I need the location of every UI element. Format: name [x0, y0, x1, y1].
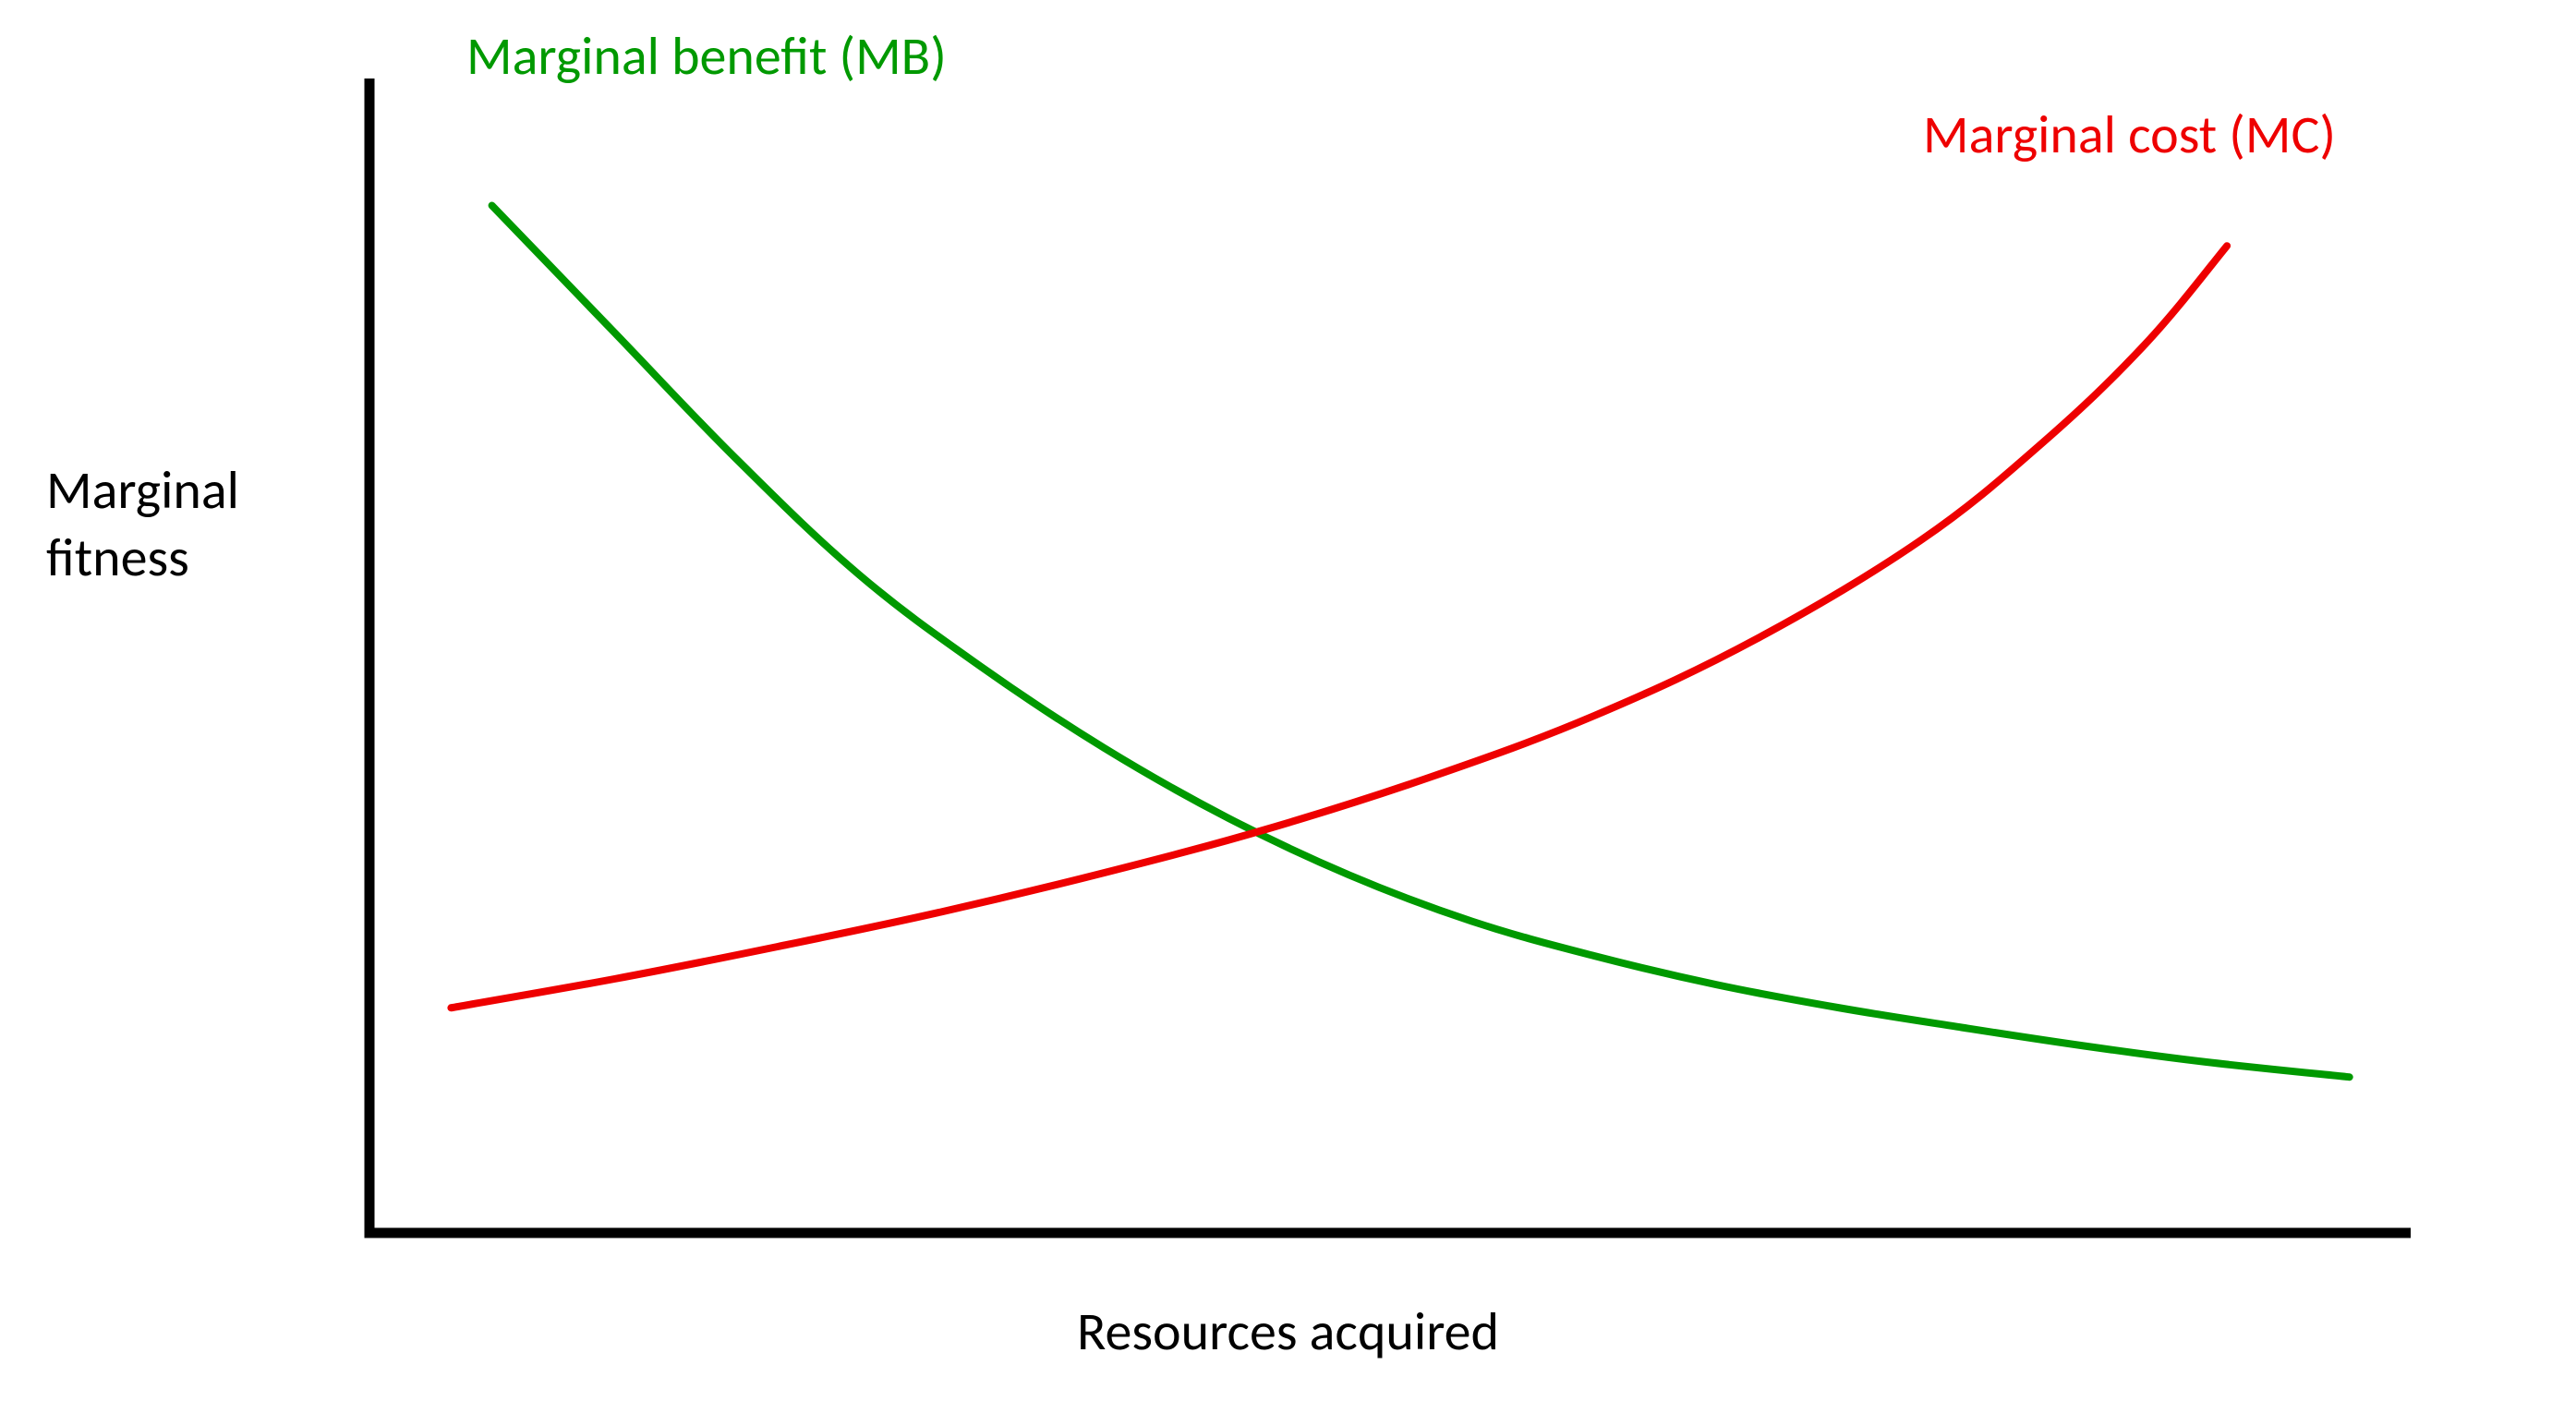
mc-curve — [451, 246, 2227, 1008]
axes — [365, 79, 2412, 1238]
x-axis-label: Resources acquired — [1077, 1298, 1499, 1364]
plot-svg — [0, 0, 2576, 1401]
marginal-fitness-chart: Marginal fitness Marginal benefit (MB) M… — [0, 0, 2576, 1401]
